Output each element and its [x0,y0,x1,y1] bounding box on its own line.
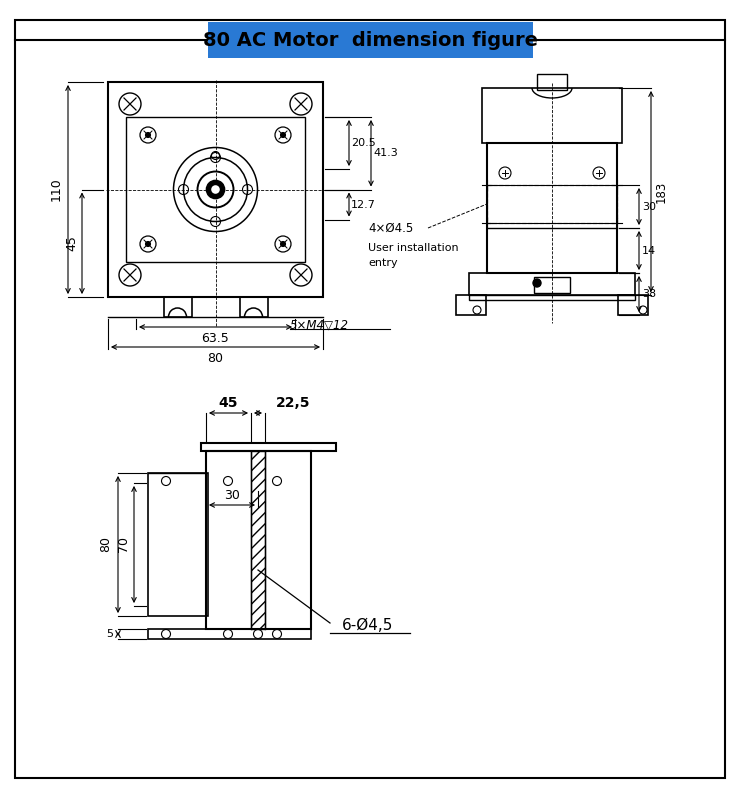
Text: entry: entry [368,258,397,268]
Text: 5: 5 [107,629,113,639]
Text: 45: 45 [219,396,238,410]
Text: 80: 80 [99,537,112,552]
Bar [482,88,622,143]
Text: 80 AC Motor  dimension figure: 80 AC Motor dimension figure [203,31,538,50]
Bar [456,295,486,315]
Bar [469,295,635,300]
Bar [487,185,617,223]
Text: 63.5: 63.5 [201,331,229,345]
Bar [148,629,311,639]
Bar [108,82,323,297]
Text: 45: 45 [66,235,78,251]
Bar [487,143,617,273]
Text: User installation: User installation [368,243,459,253]
Text: 12.7: 12.7 [351,200,375,210]
Bar [206,451,311,629]
Bar [126,117,305,262]
Text: 70: 70 [118,537,130,552]
Text: 80: 80 [207,352,223,365]
Text: 183: 183 [654,181,667,203]
Text: 5×M4▽12: 5×M4▽12 [290,319,349,331]
Text: 6-Ø4,5: 6-Ø4,5 [343,618,394,633]
Circle shape [146,241,150,246]
Circle shape [280,133,286,137]
Bar [534,277,570,293]
Circle shape [206,181,224,199]
Bar [164,297,192,317]
Text: 20.5: 20.5 [351,138,375,148]
Text: 22,5: 22,5 [276,396,310,410]
Bar [148,473,208,616]
Bar [537,74,567,90]
Bar [618,295,648,315]
Circle shape [533,279,541,287]
Text: 30: 30 [642,201,656,211]
Bar [487,185,617,223]
Text: 14: 14 [642,245,656,256]
Text: 4×Ø4.5: 4×Ø4.5 [368,222,413,234]
Text: 41.3: 41.3 [374,148,398,159]
Bar [251,451,265,629]
Bar [240,297,267,317]
Circle shape [146,133,150,137]
Bar [469,273,635,295]
Bar [201,443,335,451]
Text: 30: 30 [224,488,240,502]
Text: 38: 38 [642,289,656,299]
Circle shape [280,241,286,246]
Text: 110: 110 [50,178,62,201]
Circle shape [210,185,221,195]
Bar [208,22,533,58]
